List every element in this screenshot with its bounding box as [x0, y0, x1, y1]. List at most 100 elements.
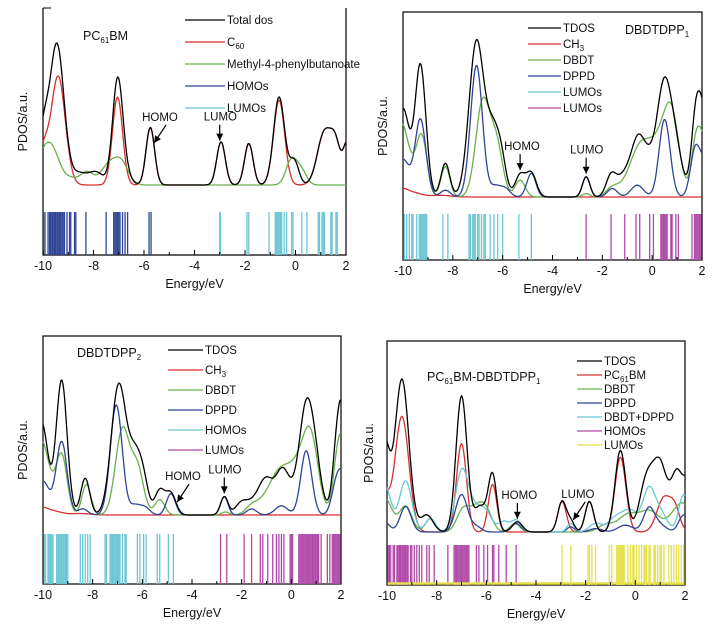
annotation-label: LUMO: [561, 489, 594, 501]
plot-frame: [42, 8, 347, 256]
annotation-lumo: LUMO: [561, 489, 595, 521]
x-tick-label: -10: [34, 259, 52, 273]
annotation-lumo: LUMO: [204, 112, 237, 141]
legend-label: DBDT: [563, 55, 594, 67]
curve-c60: [42, 75, 347, 186]
annotation-label: HOMO: [504, 141, 540, 153]
legend-item: TDOS: [168, 345, 237, 357]
x-tick-label: 2: [343, 259, 350, 273]
x-tick-label: -4: [530, 589, 541, 603]
curve-tdos: [42, 379, 342, 516]
arrow-head-icon: [573, 512, 581, 520]
legend-item: DPPD: [168, 405, 237, 417]
x-tick-label: 0: [632, 589, 639, 603]
stick-series-lumos: [219, 534, 341, 584]
legend-label: DBDT: [205, 385, 236, 397]
curve-total-dos: [42, 42, 347, 186]
panel-title: DBDTDPP1: [625, 23, 690, 39]
legend-label: DPPD: [604, 398, 636, 410]
x-tick-label: -2: [236, 588, 247, 602]
x-tick-label: -2: [580, 589, 591, 603]
x-tick-label: -4: [186, 588, 197, 602]
x-tick-label: -10: [34, 588, 52, 602]
legend: TDOS CH3 DBDT DPPD LUMOs LUMOs: [528, 23, 602, 115]
panel-title: DBDTDPP2: [77, 346, 142, 362]
panel-title: PC61BM-DBDTDPP1: [427, 370, 541, 386]
legend-label: LUMOs: [604, 440, 643, 452]
x-tick-label: 0: [288, 588, 295, 602]
legend-label: Total dos: [227, 15, 273, 27]
legend-label: HOMOs: [227, 81, 269, 93]
stick-series-lumos: [403, 214, 532, 260]
x-axis-label: Energy/eV: [523, 282, 582, 296]
curve-dbdt: [386, 499, 686, 533]
x-tick-label: -4: [189, 259, 200, 273]
legend-item: PC61BM: [577, 370, 646, 384]
arrow-head-icon: [154, 135, 161, 143]
panel-title: PC61BM: [83, 29, 128, 45]
x-tick-label: -10: [378, 589, 396, 603]
legend-item: DBDT: [168, 385, 236, 397]
annotation-homo: HOMO: [504, 141, 540, 171]
legend-label: HOMOs: [604, 426, 646, 438]
panel-dbdtdpp2: -10 -8 -6 -4 -2 0 2 Energy/eV PDOS/a.u. DBDTDPP2 T…: [16, 335, 345, 620]
legend-label: DBDT+DPPD: [604, 412, 674, 424]
x-tick-label: -6: [137, 588, 148, 602]
x-tick-label: -6: [497, 264, 508, 278]
stick-series-homos: [387, 545, 517, 585]
legend-label: PC61BM: [604, 370, 646, 384]
stick-series-lumos: [561, 545, 685, 585]
legend-label: LUMOs: [563, 103, 602, 115]
stick-series-lumos: [585, 214, 702, 260]
legend-item: DBDT: [577, 384, 635, 396]
legend-item: HOMOs: [168, 425, 247, 437]
legend-item: CH3: [168, 365, 227, 379]
x-tick-label: 0: [649, 264, 656, 278]
annotation-label: HOMO: [165, 471, 201, 483]
legend-item: HOMOs: [577, 426, 646, 438]
x-tick-label: -2: [597, 264, 608, 278]
legend-item: DBDT: [528, 55, 594, 67]
annotation-label: LUMO: [208, 464, 241, 476]
legend-label: TDOS: [563, 23, 595, 35]
stick-series-homos: [43, 534, 175, 584]
legend-label: LUMOs: [227, 103, 266, 115]
x-tick-label: -8: [87, 588, 98, 602]
y-axis-label: PDOS/a.u.: [16, 420, 30, 480]
legend-item: LUMOs: [577, 440, 643, 452]
y-axis-label: PDOS/a.u.: [362, 423, 376, 483]
legend-item: LUMOs: [528, 103, 602, 115]
legend-label: TDOS: [205, 345, 237, 357]
annotation-lumo: LUMO: [570, 145, 603, 174]
legend: TDOS CH3 DBDT DPPD HOMOs LUMOs: [168, 345, 247, 457]
legend-item: DPPD: [528, 71, 595, 83]
legend-label: DBDT: [604, 384, 635, 396]
arrow-head-icon: [220, 486, 228, 494]
legend-label: LUMOs: [205, 445, 244, 457]
legend-item: Total dos: [185, 15, 273, 27]
legend-item: DPPD: [577, 398, 636, 410]
legend-item: HOMOs: [185, 81, 269, 93]
legend-item: CH3: [528, 39, 585, 53]
annotation-lumo: LUMO: [208, 464, 242, 494]
legend-item: TDOS: [577, 356, 636, 368]
x-axis-label: Energy/eV: [507, 607, 566, 621]
annotation-homo: HOMO: [142, 112, 178, 144]
curve-tdos: [402, 38, 703, 198]
panel-dbdtdpp1: -10 -8 -6 -4 -2 0 2 Energy/eV PDOS/a.u. DBDTDPP1 T…: [376, 11, 706, 296]
x-tick-label: -10: [394, 264, 412, 278]
x-tick-label: 2: [338, 588, 345, 602]
legend-item: LUMOs: [168, 445, 244, 457]
x-tick-label: -4: [547, 264, 558, 278]
legend-label: DPPD: [563, 71, 595, 83]
x-tick-label: -2: [239, 259, 250, 273]
y-axis-label: PDOS/a.u.: [376, 96, 390, 156]
arrow-head-icon: [177, 494, 184, 503]
stick-series-lumos: [219, 212, 338, 255]
x-tick-label: -6: [481, 589, 492, 603]
legend-item: DBDT+DPPD: [577, 412, 674, 424]
legend-item: Methyl-4-phenylbutanoate: [185, 59, 360, 71]
annotation-label: HOMO: [501, 490, 537, 502]
legend-item: LUMOs: [528, 87, 602, 99]
annotation-label: HOMO: [142, 112, 178, 124]
